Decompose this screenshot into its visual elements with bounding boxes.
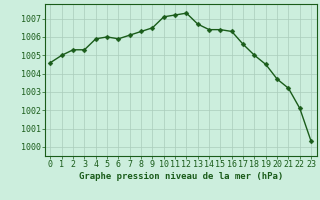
X-axis label: Graphe pression niveau de la mer (hPa): Graphe pression niveau de la mer (hPa) <box>79 172 283 181</box>
